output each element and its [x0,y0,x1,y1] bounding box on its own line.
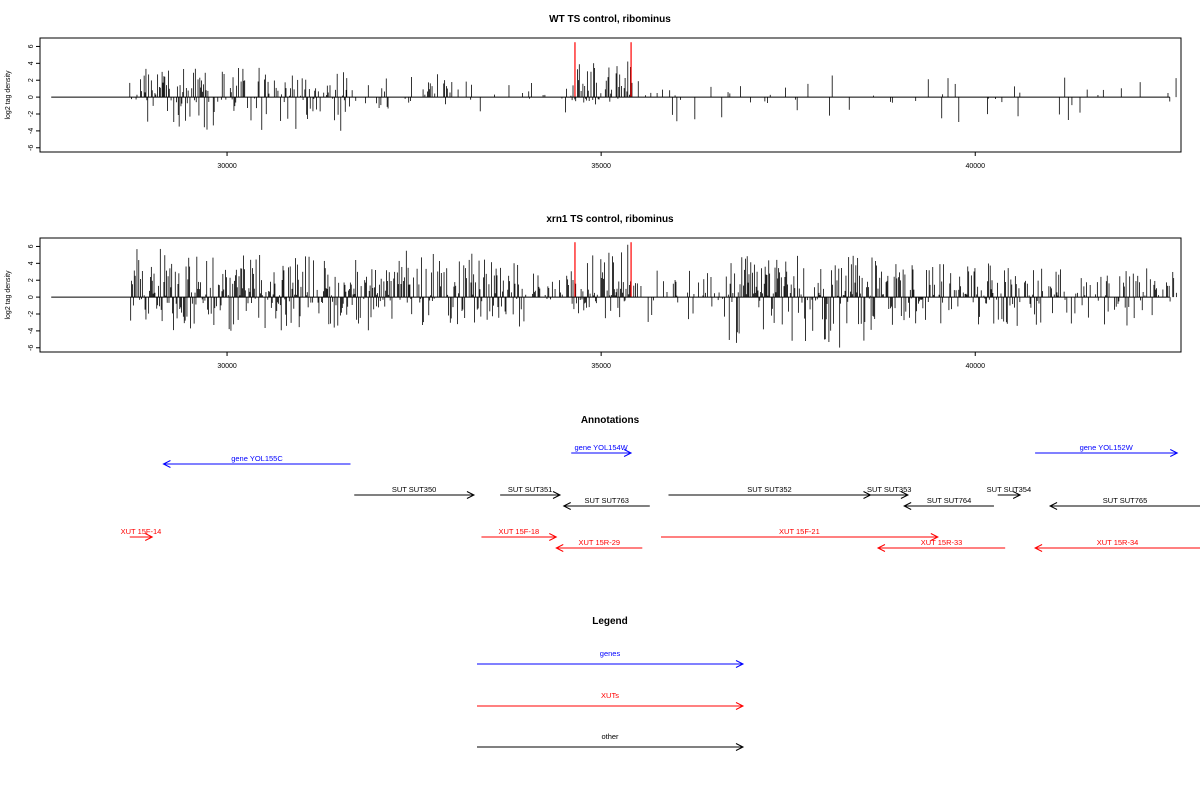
legend-title: Legend [592,616,628,627]
wt-y-axis-label: log2 tag density [5,70,12,120]
legend-label: other [601,732,619,741]
wt-x-tick-label: 30000 [217,163,237,170]
wt-panel-title: WT TS control, ribominus [549,14,671,25]
xrn1-y-tick-label: -4 [28,328,35,334]
annotation-feature: SUT SUT764 [903,496,994,510]
xrn1-y-tick-label: 0 [28,295,35,299]
annotation-feature: SUT SUT763 [562,496,650,510]
annotation-feature: SUT SUT765 [1048,496,1200,510]
wt-coverage-panel: WT TS control, ribominus log2 tag densit… [5,14,1182,170]
wt-x-tick-label: 40000 [966,163,986,170]
annotation-label: XUT 15F-21 [779,527,820,536]
xrn1-y-tick-label: 6 [28,244,35,248]
annotation-feature: SUT SUT352 [668,485,872,499]
annotation-label: gene YOL154W [575,443,629,452]
annotation-feature: SUT SUT353 [867,485,911,499]
annotation-feature: XUT 15F-21 [661,527,939,541]
annotation-feature: SUT SUT350 [354,485,476,499]
annotation-label: XUT 15R-29 [579,538,621,547]
xrn1-x-tick-label: 30000 [217,363,237,370]
annotation-label: SUT SUT354 [987,485,1031,494]
annotation-label: SUT SUT765 [1103,496,1147,505]
annotation-label: SUT SUT351 [508,485,552,494]
wt-plot-frame [39,37,1182,153]
annotation-label: gene YOL152W [1080,443,1134,452]
xrn1-highlight-lines [574,242,632,298]
wt-y-tick-label: -2 [28,111,35,117]
legend-entries: genes XUTs other [477,649,745,751]
annotation-feature: gene YOL155C [162,454,351,468]
annotation-label: XUT 15F-14 [121,527,162,536]
annotation-feature: XUT 15F-14 [121,527,162,541]
wt-y-tick-label: -6 [28,145,35,151]
annotation-label: XUT 15R-33 [921,538,963,547]
annotation-label: SUT SUT353 [867,485,911,494]
annotation-feature: gene YOL152W [1035,443,1179,457]
xrn1-y-tick-label: 2 [28,278,35,282]
legend-entry: other [477,732,745,751]
legend-entry: XUTs [477,691,745,710]
wt-y-axis: 6 4 2 0 -2 -4 -6 [28,44,40,151]
wt-y-tick-label: 6 [28,44,35,48]
annotation-feature: XUT 15F-18 [481,527,558,541]
annotation-feature: XUT 15R-34 [1033,538,1200,552]
wt-coverage-bars [129,61,1177,131]
annotation-label: SUT SUT352 [747,485,791,494]
xrn1-coverage-panel: xrn1 TS control, ribominus log2 tag dens… [5,214,1182,370]
annotation-feature: XUT 15R-29 [555,538,643,552]
xrn1-y-axis-label: log2 tag density [5,270,12,320]
xrn1-coverage-bars [130,244,1177,348]
annotation-label: SUT SUT350 [392,485,436,494]
xrn1-x-axis: 30000 35000 40000 [217,352,985,370]
annotation-label: SUT SUT764 [927,496,971,505]
legend-label: XUTs [601,691,619,700]
annotations-title: Annotations [581,415,640,426]
xrn1-x-tick-label: 35000 [591,363,611,370]
annotation-label: gene YOL155C [231,454,283,463]
annotation-features: gene YOL155C gene YOL154W gene YOL152W SUT … [121,443,1200,552]
xrn1-plot-frame [39,237,1182,353]
xrn1-x-tick-label: 40000 [966,363,986,370]
wt-x-tick-label: 35000 [591,163,611,170]
annotation-feature: XUT 15R-33 [876,538,1006,552]
annotation-feature: SUT SUT354 [987,485,1031,499]
wt-x-axis: 30000 35000 40000 [217,152,985,170]
xrn1-y-axis: 6 4 2 0 -2 -4 -6 [28,244,40,351]
legend-label: genes [600,649,621,658]
annotation-label: SUT SUT763 [585,496,629,505]
annotation-feature: gene YOL154W [571,443,633,457]
xrn1-y-tick-label: 4 [28,261,35,265]
annotation-label: XUT 15R-34 [1097,538,1139,547]
legend: Legend genes XUTs other [477,616,745,751]
annotation-label: XUT 15F-18 [498,527,539,536]
annotation-feature: SUT SUT351 [500,485,562,499]
legend-entry: genes [477,649,745,668]
wt-y-tick-label: 2 [28,78,35,82]
xrn1-y-tick-label: -2 [28,311,35,317]
wt-y-tick-label: 4 [28,61,35,65]
wt-highlight-lines [574,42,632,98]
xrn1-y-tick-label: -6 [28,345,35,351]
wt-y-tick-label: 0 [28,95,35,99]
wt-y-tick-label: -4 [28,128,35,134]
xrn1-panel-title: xrn1 TS control, ribominus [546,214,674,225]
